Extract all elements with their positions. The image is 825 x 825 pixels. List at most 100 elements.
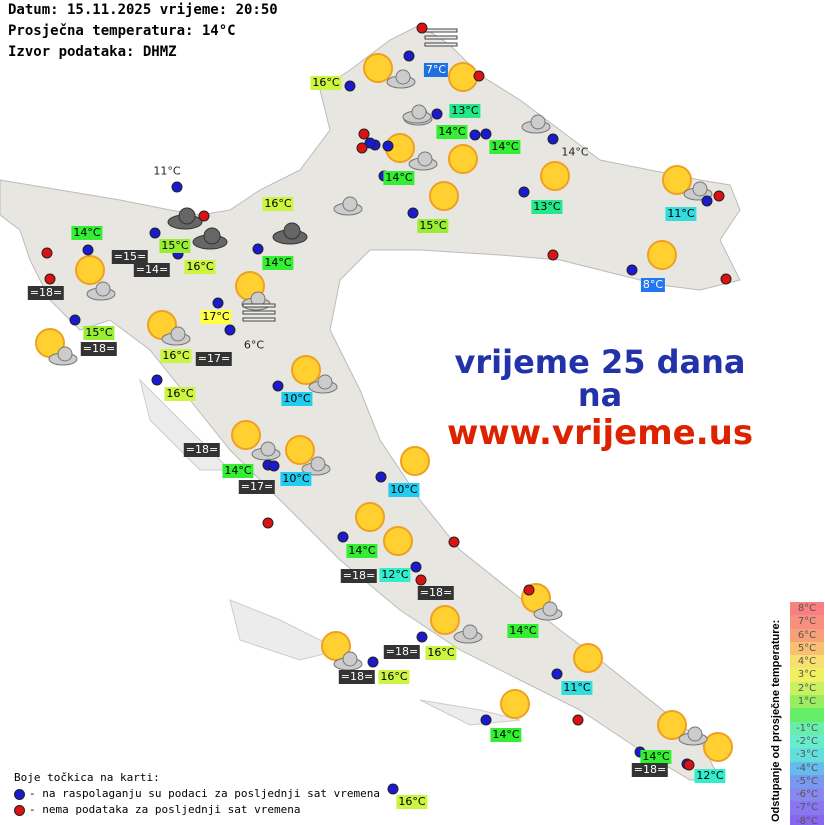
source-line: Izvor podataka: DHMZ bbox=[8, 44, 177, 60]
station-dot-red[interactable] bbox=[683, 759, 695, 771]
date-line: Datum: 15.11.2025 vrijeme: 20:50 bbox=[8, 2, 278, 18]
station-temp-label: 15°C bbox=[83, 326, 115, 340]
station-dot-blue[interactable] bbox=[337, 531, 349, 543]
station-dot-red[interactable] bbox=[358, 128, 370, 140]
cloud-icon bbox=[407, 151, 439, 175]
station-dot-red[interactable] bbox=[415, 574, 427, 586]
station-dot-blue[interactable] bbox=[69, 314, 81, 326]
sun-icon bbox=[362, 52, 394, 88]
cloud-icon bbox=[160, 326, 192, 350]
dark-cloud-icon bbox=[191, 226, 229, 254]
sun-icon bbox=[661, 164, 693, 200]
station-dot-blue[interactable] bbox=[212, 297, 224, 309]
scale-step: 3°C bbox=[790, 668, 824, 682]
station-dot-blue[interactable] bbox=[149, 227, 161, 239]
station-dot-blue[interactable] bbox=[82, 244, 94, 256]
sun-icon bbox=[284, 434, 316, 470]
station-temp-label: =18= bbox=[340, 569, 378, 583]
station-temp-label: 14°C bbox=[71, 226, 103, 240]
station-temp-label: 14°C bbox=[640, 750, 672, 764]
station-temp-label: =14= bbox=[133, 263, 171, 277]
station-dot-blue[interactable] bbox=[403, 50, 415, 62]
station-dot-red[interactable] bbox=[448, 536, 460, 548]
sun-icon bbox=[428, 180, 460, 216]
station-temp-label: 16°C bbox=[310, 76, 342, 90]
station-temp-label: 11°C bbox=[561, 681, 593, 695]
station-dot-red[interactable] bbox=[547, 249, 559, 261]
station-temp-label: =18= bbox=[338, 670, 376, 684]
station-temp-label: =18= bbox=[631, 763, 669, 777]
station-dot-blue[interactable] bbox=[268, 460, 280, 472]
station-dot-red[interactable] bbox=[720, 273, 732, 285]
sun-icon bbox=[230, 419, 262, 455]
station-dot-blue[interactable] bbox=[480, 714, 492, 726]
station-dot-blue[interactable] bbox=[551, 668, 563, 680]
sun-icon bbox=[499, 688, 531, 724]
cloud-icon bbox=[520, 114, 552, 138]
station-dot-red[interactable] bbox=[523, 584, 535, 596]
station-temp-label: 8°C bbox=[640, 278, 666, 292]
station-dot-blue[interactable] bbox=[171, 181, 183, 193]
sun-icon bbox=[429, 604, 461, 640]
station-dot-blue[interactable] bbox=[344, 80, 356, 92]
station-dot-blue[interactable] bbox=[416, 631, 428, 643]
station-temp-label: 14°C bbox=[383, 171, 415, 185]
station-dot-red[interactable] bbox=[44, 273, 56, 285]
deviation-scale: 8°C 7°C 6°C 5°C 4°C 3°C 2°C 1°C -1°C -2°C -3°C -4°C… bbox=[790, 602, 824, 825]
cloud-icon bbox=[250, 441, 282, 465]
station-dot-blue[interactable] bbox=[375, 471, 387, 483]
scale-step: 2°C bbox=[790, 681, 824, 696]
station-temp-label: 14°C bbox=[436, 125, 468, 139]
station-dot-blue[interactable] bbox=[480, 128, 492, 140]
station-temp-label: 14°C bbox=[262, 256, 294, 270]
station-temp-label: 16°C bbox=[378, 670, 410, 684]
cloud-icon bbox=[332, 651, 364, 675]
station-dot-blue[interactable] bbox=[272, 380, 284, 392]
station-dot-red[interactable] bbox=[572, 714, 584, 726]
station-dot-blue[interactable] bbox=[367, 656, 379, 668]
dot-legend: Boje točkica na karti: - na raspolaganju… bbox=[14, 770, 380, 818]
station-temp-text: 14°C bbox=[561, 145, 589, 159]
station-temp-label: 14°C bbox=[489, 140, 521, 154]
station-temp-label: 7°C bbox=[423, 63, 449, 77]
station-dot-blue[interactable] bbox=[410, 561, 422, 573]
sun-icon bbox=[656, 709, 688, 745]
scale-step: -4°C bbox=[790, 761, 824, 775]
station-dot-red[interactable] bbox=[473, 70, 485, 82]
station-dot-red[interactable] bbox=[713, 190, 725, 202]
station-dot-blue[interactable] bbox=[387, 783, 399, 795]
station-dot-red[interactable] bbox=[356, 142, 368, 154]
promo-link[interactable]: www.vrijeme.us bbox=[446, 413, 754, 453]
station-dot-blue[interactable] bbox=[701, 195, 713, 207]
dark-cloud-icon bbox=[271, 221, 309, 249]
station-temp-label: =17= bbox=[195, 352, 233, 366]
station-dot-blue[interactable] bbox=[518, 186, 530, 198]
station-temp-text: 11°C bbox=[153, 164, 181, 178]
scale-step: 6°C bbox=[790, 628, 824, 642]
station-dot-blue[interactable] bbox=[407, 207, 419, 219]
station-temp-label: 13°C bbox=[449, 104, 481, 118]
station-dot-blue[interactable] bbox=[382, 140, 394, 152]
station-dot-blue[interactable] bbox=[151, 374, 163, 386]
scale-step: -8°C bbox=[790, 814, 824, 825]
station-dot-blue[interactable] bbox=[626, 264, 638, 276]
scale-step: 7°C bbox=[790, 615, 824, 629]
station-dot-blue[interactable] bbox=[224, 324, 236, 336]
cloud-icon bbox=[385, 69, 417, 93]
station-dot-red[interactable] bbox=[262, 517, 274, 529]
station-temp-label: 15°C bbox=[159, 239, 191, 253]
red-dot-icon bbox=[14, 804, 25, 816]
station-dot-blue[interactable] bbox=[469, 129, 481, 141]
sun-icon bbox=[399, 445, 431, 481]
station-temp-label: 16°C bbox=[160, 349, 192, 363]
station-dot-red[interactable] bbox=[416, 22, 428, 34]
station-dot-blue[interactable] bbox=[431, 108, 443, 120]
cloud-icon bbox=[47, 346, 79, 370]
station-temp-label: 16°C bbox=[396, 795, 428, 809]
station-dot-red[interactable] bbox=[41, 247, 53, 259]
station-dot-red[interactable] bbox=[198, 210, 210, 222]
cloud-icon bbox=[452, 624, 484, 648]
station-dot-blue[interactable] bbox=[547, 133, 559, 145]
station-dot-blue[interactable] bbox=[252, 243, 264, 255]
station-temp-label: =18= bbox=[183, 443, 221, 457]
